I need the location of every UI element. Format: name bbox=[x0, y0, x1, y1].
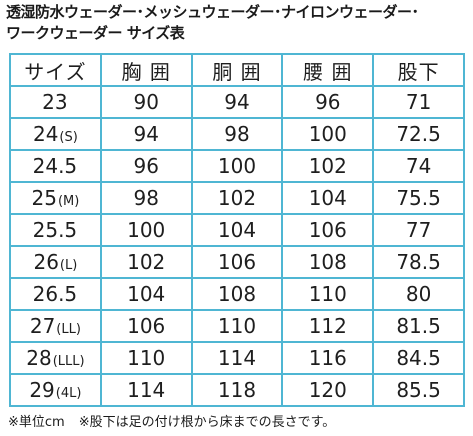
size-value: 26 bbox=[33, 250, 59, 274]
table-row: 25(M) 98 102 104 75.5 bbox=[9, 181, 465, 215]
header-hip: 腰 囲 bbox=[281, 53, 375, 87]
waist-cell: 100 bbox=[190, 149, 284, 183]
table-row: 26.5 104 108 110 80 bbox=[9, 277, 465, 311]
size-cell: 25(M) bbox=[9, 181, 102, 215]
size-cell: 24.5 bbox=[9, 149, 102, 183]
size-table: サイズ 胸 囲 胴 囲 腰 囲 股下 23 90 94 96 71 24(S) … bbox=[9, 53, 465, 407]
inseam-cell: 74 bbox=[372, 149, 465, 183]
inseam-cell: 75.5 bbox=[372, 181, 465, 215]
header-size: サイズ bbox=[9, 53, 102, 87]
waist-cell: 104 bbox=[190, 213, 284, 247]
title-line-2: ワークウェーダー サイズ表 bbox=[6, 24, 185, 42]
chest-cell: 94 bbox=[99, 117, 193, 151]
size-value: 25 bbox=[31, 186, 57, 210]
inseam-note: ※股下は足の付け根から床までの長さです。 bbox=[78, 415, 336, 430]
size-value: 24 bbox=[32, 122, 59, 146]
hip-cell: 106 bbox=[281, 213, 375, 247]
chest-cell: 110 bbox=[99, 341, 193, 375]
table-row: 28(LLL) 110 114 116 84.5 bbox=[9, 341, 465, 375]
inseam-cell: 85.5 bbox=[372, 373, 465, 407]
unit-note: ※単位cm bbox=[8, 415, 65, 430]
inseam-cell: 78.5 bbox=[372, 245, 465, 279]
hip-cell: 120 bbox=[281, 373, 375, 407]
header-inseam: 股下 bbox=[372, 53, 465, 87]
waist-cell: 118 bbox=[190, 373, 284, 407]
size-value: 24.5 bbox=[32, 154, 78, 178]
header-chest: 胸 囲 bbox=[99, 53, 193, 87]
chest-cell: 90 bbox=[99, 85, 193, 119]
size-suffix: (L) bbox=[59, 258, 78, 273]
size-cell: 24(S) bbox=[9, 117, 102, 151]
table-row: 24.5 96 100 102 74 bbox=[9, 149, 465, 183]
hip-cell: 116 bbox=[281, 341, 375, 375]
table-row: 26(L) 102 106 108 78.5 bbox=[9, 245, 465, 279]
hip-cell: 108 bbox=[281, 245, 375, 279]
hip-cell: 100 bbox=[281, 117, 375, 151]
waist-cell: 110 bbox=[190, 309, 284, 343]
waist-cell: 108 bbox=[190, 277, 284, 311]
chest-cell: 104 bbox=[99, 277, 193, 311]
chest-cell: 106 bbox=[99, 309, 193, 343]
size-cell: 27(LL) bbox=[9, 309, 102, 343]
chest-cell: 114 bbox=[99, 373, 193, 407]
table-header-row: サイズ 胸 囲 胴 囲 腰 囲 股下 bbox=[9, 53, 465, 87]
size-value: 23 bbox=[42, 90, 68, 114]
size-value: 26.5 bbox=[32, 282, 78, 306]
size-value: 27 bbox=[29, 314, 56, 338]
table-row: 23 90 94 96 71 bbox=[9, 85, 465, 119]
chest-cell: 100 bbox=[99, 213, 193, 247]
waist-cell: 94 bbox=[190, 85, 284, 119]
chest-cell: 102 bbox=[99, 245, 193, 279]
table-body: 23 90 94 96 71 24(S) 94 98 100 72.5 24.5… bbox=[9, 85, 465, 407]
size-cell: 26.5 bbox=[9, 277, 102, 311]
size-chart-title: 透湿防水ウェーダー･メッシュウェーダー･ナイロンウェーダー･ ワークウェーダー … bbox=[6, 2, 468, 44]
size-value: 28 bbox=[26, 346, 52, 370]
size-cell: 23 bbox=[9, 85, 102, 119]
inseam-cell: 77 bbox=[372, 213, 465, 247]
size-suffix: (4L) bbox=[55, 386, 82, 401]
size-value: 29 bbox=[29, 378, 55, 402]
hip-cell: 96 bbox=[281, 85, 375, 119]
size-cell: 28(LLL) bbox=[9, 341, 102, 375]
header-waist: 胴 囲 bbox=[190, 53, 284, 87]
table-row: 29(4L) 114 118 120 85.5 bbox=[9, 373, 465, 407]
waist-cell: 102 bbox=[190, 181, 284, 215]
size-suffix: (S) bbox=[59, 130, 78, 145]
size-value: 25.5 bbox=[32, 218, 78, 242]
size-suffix: (M) bbox=[57, 194, 80, 209]
inseam-cell: 84.5 bbox=[372, 341, 465, 375]
hip-cell: 102 bbox=[281, 149, 375, 183]
title-line-1: 透湿防水ウェーダー･メッシュウェーダー･ナイロンウェーダー･ bbox=[6, 3, 419, 21]
footnote: ※単位cm ※股下は足の付け根から床までの長さです。 bbox=[8, 414, 335, 432]
hip-cell: 104 bbox=[281, 181, 375, 215]
size-suffix: (LLL) bbox=[52, 354, 85, 369]
size-cell: 25.5 bbox=[9, 213, 102, 247]
hip-cell: 112 bbox=[281, 309, 375, 343]
waist-cell: 98 bbox=[190, 117, 284, 151]
inseam-cell: 81.5 bbox=[372, 309, 465, 343]
size-cell: 26(L) bbox=[9, 245, 102, 279]
table-row: 25.5 100 104 106 77 bbox=[9, 213, 465, 247]
waist-cell: 106 bbox=[190, 245, 284, 279]
size-cell: 29(4L) bbox=[9, 373, 102, 407]
chest-cell: 98 bbox=[99, 181, 193, 215]
table-row: 27(LL) 106 110 112 81.5 bbox=[9, 309, 465, 343]
size-suffix: (LL) bbox=[56, 322, 81, 337]
inseam-cell: 71 bbox=[372, 85, 465, 119]
table-row: 24(S) 94 98 100 72.5 bbox=[9, 117, 465, 151]
chest-cell: 96 bbox=[99, 149, 193, 183]
waist-cell: 114 bbox=[190, 341, 284, 375]
hip-cell: 110 bbox=[281, 277, 375, 311]
inseam-cell: 80 bbox=[372, 277, 465, 311]
inseam-cell: 72.5 bbox=[372, 117, 465, 151]
